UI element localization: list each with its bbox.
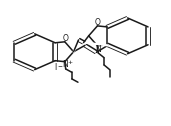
Text: −: − xyxy=(57,64,62,69)
Text: I: I xyxy=(54,63,56,72)
Text: N: N xyxy=(95,45,101,54)
Text: +: + xyxy=(67,60,72,66)
Text: N: N xyxy=(62,60,68,69)
Text: O: O xyxy=(94,19,100,27)
Text: O: O xyxy=(62,34,68,43)
